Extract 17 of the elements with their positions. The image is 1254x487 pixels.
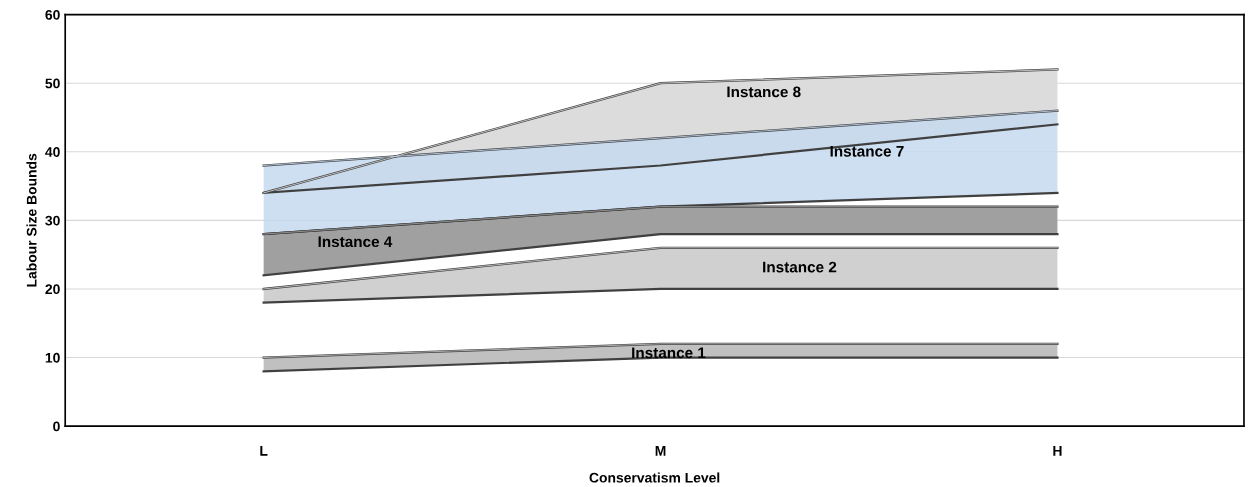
series-label: Instance 2 [763, 261, 837, 273]
x-tick-label: M [655, 446, 666, 456]
series-label: Instance 8 [727, 86, 801, 98]
y-tick-label: 10 [45, 352, 60, 363]
x-tick-label: H [1053, 446, 1062, 456]
y-tick-label: 0 [53, 421, 60, 432]
x-axis-title: Conservatism Level [589, 472, 720, 483]
series-label: Instance 4 [318, 236, 393, 248]
y-tick-label: 50 [45, 78, 60, 89]
x-tick-label: L [260, 446, 268, 456]
y-axis-title: Labour Size Bounds [26, 153, 37, 287]
y-tick-label: 60 [45, 9, 60, 20]
series-label: Instance 1 [632, 347, 706, 359]
y-tick-label: 30 [45, 215, 60, 226]
y-tick-label: 20 [45, 284, 60, 295]
y-tick-label: 40 [45, 147, 60, 157]
series-label: Instance 7 [830, 146, 904, 157]
